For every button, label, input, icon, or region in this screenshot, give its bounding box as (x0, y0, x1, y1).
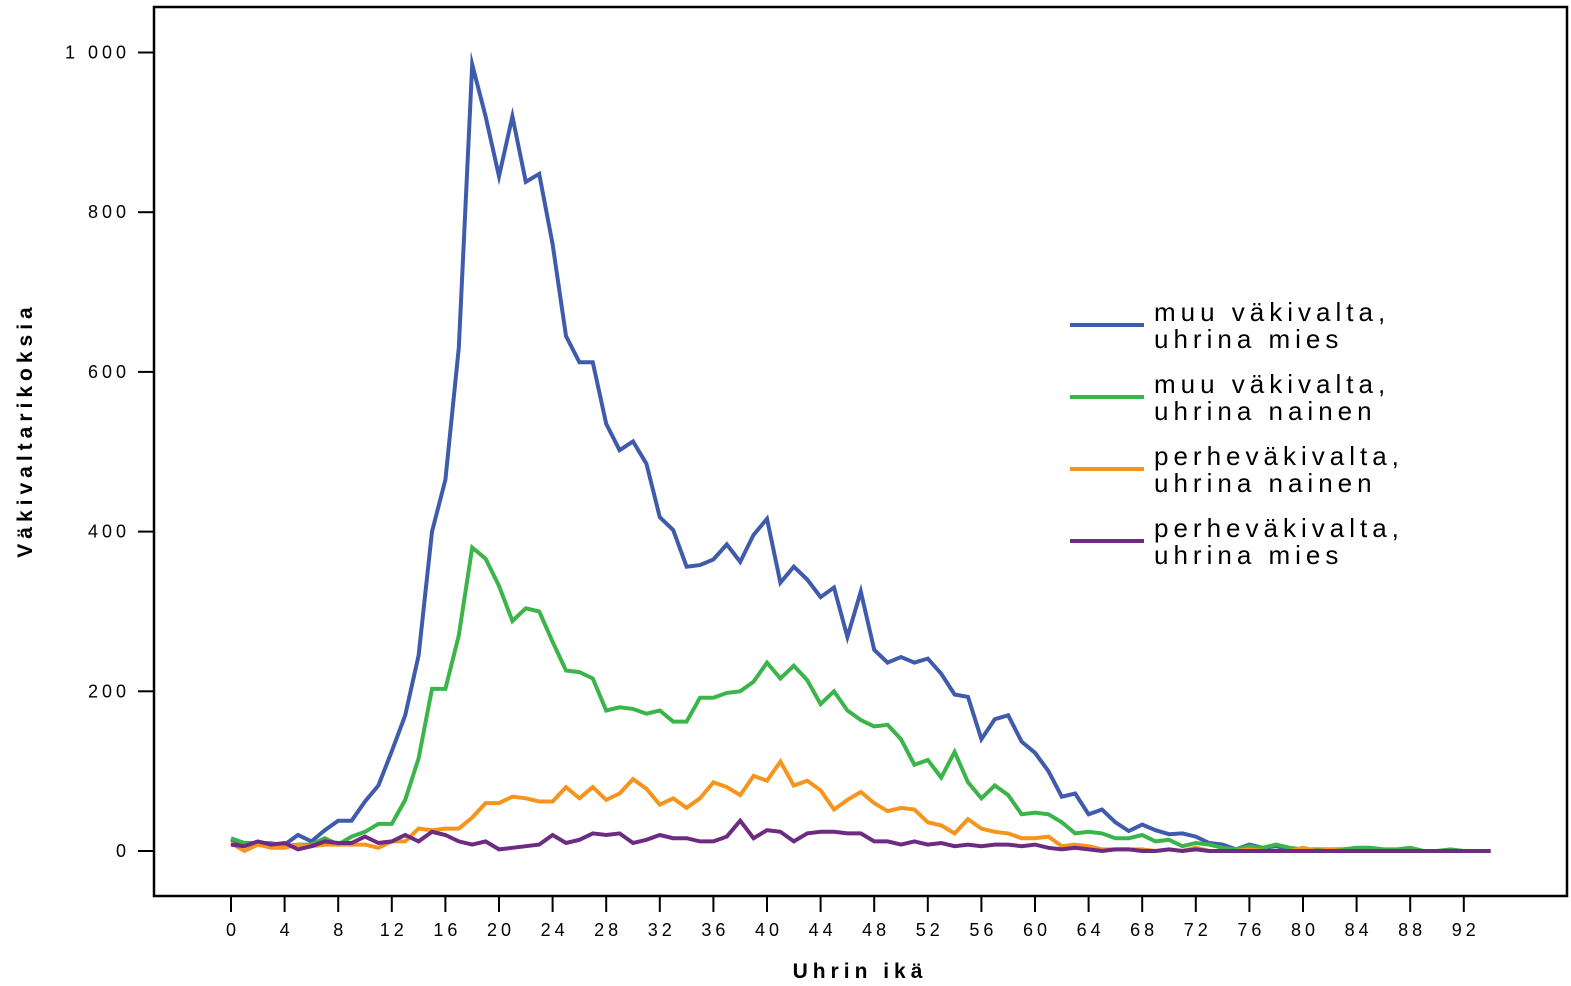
x-tick-label: 52 (916, 920, 944, 940)
y-axis: 0 200 400 600 800 1 000 (65, 43, 154, 861)
series-line-3 (229, 757, 1491, 854)
x-tick-label: 24 (541, 920, 569, 940)
legend-label: perheväkivalta, (1154, 513, 1404, 543)
x-tick-label: 0 (226, 920, 240, 940)
legend-label: uhrina mies (1154, 324, 1343, 354)
x-tick-label: 92 (1452, 920, 1480, 940)
y-tick-label: 200 (88, 681, 130, 701)
x-tick-label: 84 (1345, 920, 1373, 940)
series-lines (229, 51, 1491, 854)
y-tick-label: 1 000 (65, 43, 130, 63)
x-axis-title: Uhrin ikä (793, 960, 928, 983)
y-tick-label: 600 (88, 362, 130, 382)
y-axis-title: Väkivaltarikoksia (14, 302, 37, 557)
x-tick-label: 44 (809, 920, 837, 940)
y-tick-label: 800 (88, 202, 130, 222)
x-tick-label: 60 (1023, 920, 1051, 940)
series-line-4 (230, 817, 1491, 854)
legend-label: uhrina nainen (1154, 396, 1377, 426)
x-tick-label: 4 (280, 920, 294, 940)
x-tick-label: 12 (380, 920, 408, 940)
x-tick-label: 40 (755, 920, 783, 940)
x-tick-label: 88 (1398, 920, 1426, 940)
x-tick-label: 20 (487, 920, 515, 940)
x-tick-label: 76 (1237, 920, 1265, 940)
x-tick-label: 28 (594, 920, 622, 940)
x-tick-label: 48 (862, 920, 890, 940)
x-tick-label: 8 (333, 920, 347, 940)
legend-label: uhrina nainen (1154, 468, 1377, 498)
legend-label: perheväkivalta, (1154, 441, 1404, 471)
x-tick-label: 80 (1291, 920, 1319, 940)
x-tick-label: 36 (701, 920, 729, 940)
x-tick-label: 56 (969, 920, 997, 940)
y-tick-label: 0 (116, 841, 130, 861)
x-tick-label: 64 (1077, 920, 1105, 940)
legend-label: uhrina mies (1154, 540, 1343, 570)
x-axis: 0 4 8 12 16 20 24 28 32 36 40 44 48 52 56 60 64 68 72 76 80 8… (226, 896, 1480, 940)
legend-label: muu väkivalta, (1154, 297, 1390, 327)
x-tick-label: 72 (1184, 920, 1212, 940)
legend-label: muu väkivalta, (1154, 369, 1390, 399)
x-tick-label: 68 (1130, 920, 1158, 940)
x-tick-label: 32 (648, 920, 676, 940)
y-tick-label: 400 (88, 522, 130, 542)
plot-frame (152, 5, 1569, 898)
x-tick-label: 16 (433, 920, 461, 940)
series-line-2 (230, 543, 1491, 853)
